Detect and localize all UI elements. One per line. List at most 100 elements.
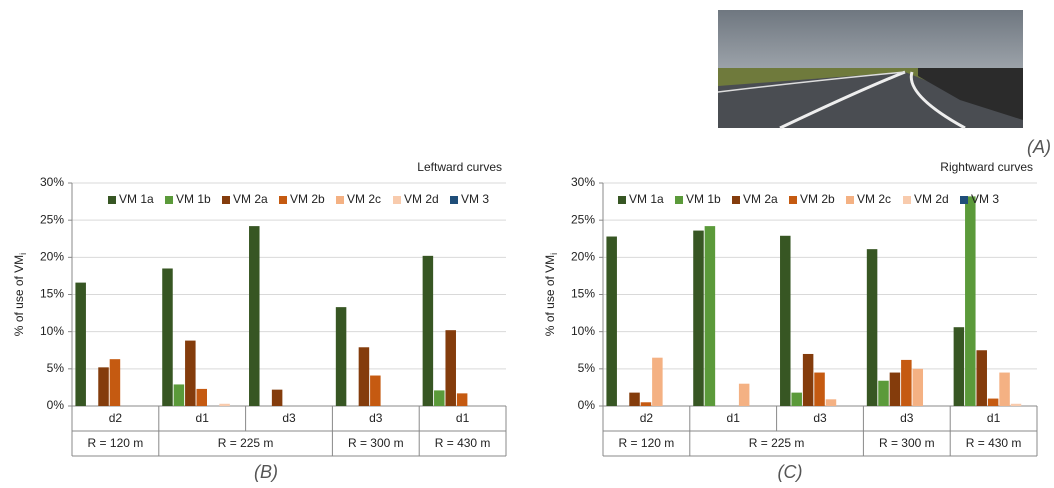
- bar: [802, 353, 814, 406]
- y-tick-label: 5%: [47, 361, 65, 375]
- legend-swatch: [675, 196, 683, 204]
- bar: [271, 389, 283, 406]
- bar: [965, 196, 976, 406]
- bar: [704, 226, 716, 406]
- y-axis-label: % of use of VMi: [543, 253, 559, 336]
- y-tick-label: 20%: [40, 250, 64, 264]
- bar: [999, 372, 1010, 406]
- bar: [434, 390, 445, 406]
- legend-swatch: [165, 196, 173, 204]
- bar: [640, 402, 652, 406]
- y-tick-label: 10%: [571, 324, 595, 338]
- legend-label: VM 1a: [629, 192, 664, 206]
- bar: [185, 340, 196, 406]
- bar: [1010, 403, 1022, 406]
- bar: [75, 282, 86, 406]
- legend-label: VM 2a: [233, 192, 268, 206]
- x-tick-label: d3: [813, 411, 827, 425]
- y-axis-label: % of use of VMi: [12, 253, 28, 336]
- bar: [825, 399, 837, 406]
- y-tick-label: 30%: [40, 175, 64, 189]
- bar: [738, 383, 750, 406]
- legend-label: VM 2b: [290, 192, 325, 206]
- bar: [370, 375, 381, 406]
- group-label: R = 120 m: [88, 436, 144, 450]
- group-label: R = 430 m: [966, 436, 1022, 450]
- legend-swatch: [789, 196, 797, 204]
- legend-label: VM 2b: [800, 192, 835, 206]
- legend-swatch: [846, 196, 854, 204]
- x-tick-label: d2: [640, 411, 654, 425]
- bar: [878, 380, 889, 406]
- bar: [456, 393, 468, 406]
- y-tick-label: 10%: [40, 324, 64, 338]
- legend-label: VM 2a: [743, 192, 778, 206]
- y-tick-label: 15%: [40, 287, 64, 301]
- x-tick-label: d1: [456, 411, 470, 425]
- legend-label: VM 1b: [686, 192, 721, 206]
- y-tick-label: 25%: [571, 212, 595, 226]
- group-label: R = 300 m: [348, 436, 404, 450]
- legend-swatch: [903, 196, 911, 204]
- y-tick-label: 30%: [571, 175, 595, 189]
- legend-label: VM 3: [461, 192, 489, 206]
- chart-title: Leftward curves: [417, 160, 502, 174]
- x-tick-label: d1: [987, 411, 1001, 425]
- legend-swatch: [450, 196, 458, 204]
- legend-swatch: [222, 196, 230, 204]
- bar: [445, 330, 456, 406]
- y-axis-label-text: % of use of VM: [12, 255, 26, 336]
- y-tick-label: 20%: [571, 250, 595, 264]
- y-axis-label-sub: i: [18, 253, 28, 255]
- y-tick-label: 15%: [571, 287, 595, 301]
- x-tick-label: d3: [900, 411, 914, 425]
- bar: [219, 403, 230, 406]
- legend-label: VM 1a: [119, 192, 154, 206]
- group-label: R = 225 m: [749, 436, 805, 450]
- y-axis-label-text: % of use of VM: [543, 255, 557, 336]
- legend-swatch: [279, 196, 287, 204]
- bar: [109, 359, 121, 406]
- x-tick-label: d3: [369, 411, 383, 425]
- bar: [249, 226, 260, 406]
- panel-label: (B): [254, 462, 278, 482]
- y-axis-label-sub: i: [549, 253, 559, 255]
- x-tick-label: d1: [196, 411, 210, 425]
- bar: [162, 268, 173, 406]
- group-label: R = 120 m: [619, 436, 675, 450]
- y-tick-label: 0%: [47, 398, 65, 412]
- legend-swatch: [108, 196, 116, 204]
- legend-label: VM 1b: [176, 192, 211, 206]
- legend-label: VM 2d: [914, 192, 949, 206]
- chart-title: Rightward curves: [940, 160, 1033, 174]
- legend-swatch: [618, 196, 626, 204]
- bar: [866, 249, 878, 406]
- bar: [422, 255, 434, 406]
- group-label: R = 430 m: [435, 436, 491, 450]
- group-label: R = 300 m: [879, 436, 935, 450]
- legend-label: VM 2c: [857, 192, 891, 206]
- bar: [652, 357, 663, 406]
- bar: [780, 235, 791, 406]
- bar: [889, 372, 901, 406]
- bar: [358, 347, 370, 406]
- x-tick-label: d2: [109, 411, 123, 425]
- legend-swatch: [336, 196, 344, 204]
- panel-label: (C): [778, 462, 803, 482]
- road-photo: [717, 10, 1023, 130]
- legend-label: VM 2d: [404, 192, 439, 206]
- bar: [912, 368, 924, 406]
- legend-label: VM 2c: [347, 192, 381, 206]
- bar: [791, 392, 802, 406]
- x-tick-label: d3: [282, 411, 296, 425]
- y-tick-label: 25%: [40, 212, 64, 226]
- bar: [196, 388, 207, 406]
- y-tick-label: 0%: [578, 398, 596, 412]
- bar: [629, 392, 640, 406]
- bar: [814, 372, 825, 406]
- bar: [987, 398, 999, 406]
- bar: [606, 236, 617, 406]
- bar: [953, 327, 965, 406]
- legend-swatch: [732, 196, 740, 204]
